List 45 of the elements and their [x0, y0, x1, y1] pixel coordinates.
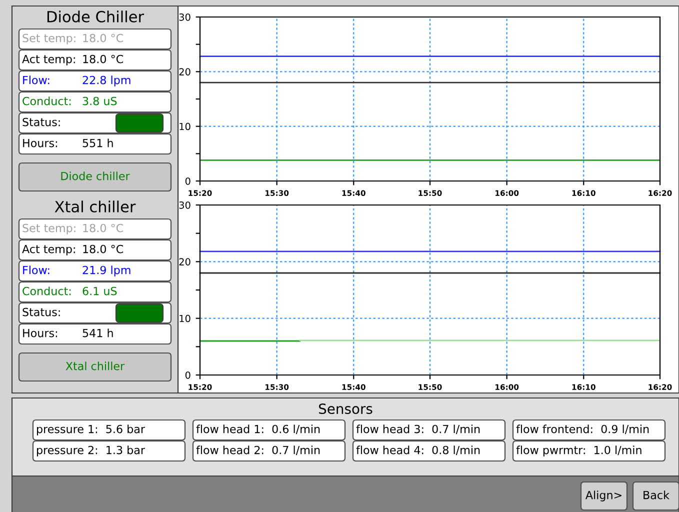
y-tick-label: 10 — [180, 122, 190, 130]
text: 18.0 °C — [83, 54, 123, 64]
y-tick-label: 0 — [185, 371, 190, 379]
text: flow head 1: 0.6 l/min — [196, 424, 320, 434]
text: Set temp: — [22, 34, 76, 44]
text: flow head 4: 0.8 l/min — [356, 446, 480, 456]
y-tick-label: 30 — [179, 201, 190, 209]
text: Diode chiller — [61, 172, 130, 180]
text: Act temp: — [22, 54, 75, 66]
text: Diode Chiller — [47, 10, 144, 22]
text: flow pwrmtr: 1.0 l/min — [516, 446, 642, 456]
text: Back — [644, 490, 670, 500]
text: flow head 3: 0.7 l/min — [356, 424, 480, 434]
text: Flow: — [23, 76, 50, 84]
text: 3.8 uS — [82, 96, 117, 106]
text: 18.0 °C — [83, 224, 123, 232]
y-tick-label: 20 — [179, 68, 190, 76]
text: 22.8 lpm — [82, 76, 130, 86]
text: Act temp: — [22, 244, 75, 256]
text: Status: — [22, 308, 60, 316]
text: Set temp: — [22, 224, 76, 234]
text: 541 h — [82, 328, 113, 338]
text: Conduct: — [22, 96, 71, 106]
text: Hours: — [23, 138, 57, 148]
text: Xtal chiller — [66, 362, 125, 370]
text: Hours: — [23, 328, 57, 338]
text: pressure 1: 5.6 bar — [37, 424, 146, 436]
y-tick-label: 0 — [185, 177, 190, 185]
text: Sensors — [318, 404, 372, 414]
text: 18.0 °C — [83, 244, 123, 254]
y-tick-label: 20 — [179, 258, 190, 266]
text: Flow: — [23, 266, 50, 274]
text: 21.9 lpm — [82, 266, 130, 276]
text: Conduct: — [22, 286, 71, 296]
text: flow head 2: 0.7 l/min — [196, 446, 320, 456]
text: Align> — [585, 490, 622, 502]
text: 551 h — [82, 138, 113, 148]
y-tick-label: 10 — [180, 314, 190, 322]
text: Status: — [22, 118, 60, 126]
text: 6.1 uS — [82, 286, 117, 296]
text: flow frontend: 0.9 l/min — [516, 424, 649, 434]
y-tick-label: 30 — [179, 13, 190, 21]
text: Xtal chiller — [54, 200, 136, 212]
text: pressure 2: 1.3 bar — [37, 446, 146, 456]
text: 18.0 °C — [83, 34, 123, 42]
